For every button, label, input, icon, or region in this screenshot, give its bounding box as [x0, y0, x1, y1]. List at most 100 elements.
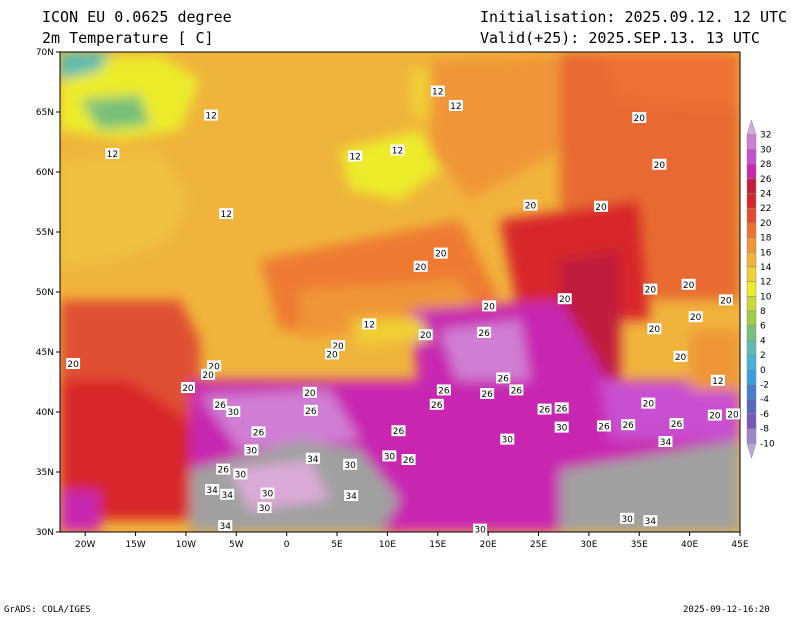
colorbar-segment — [746, 207, 757, 224]
contour-label-box — [473, 523, 488, 535]
contour-label-text: 34 — [345, 492, 357, 502]
colorbar-segment — [746, 296, 757, 312]
lat-tick-label: 60N — [36, 168, 54, 178]
contour-label-box — [325, 348, 339, 360]
colorbar-label: -8 — [760, 425, 769, 435]
contour-label: 26 — [391, 425, 406, 437]
variable-title: 2m Temperature [ C] — [42, 29, 214, 47]
contour-label-box — [413, 260, 428, 272]
contour-label-text: 20 — [595, 203, 607, 213]
lon-tick-label: 20W — [75, 540, 95, 550]
contour-label-box — [244, 444, 259, 456]
lon-tick-label: 10W — [176, 540, 196, 550]
contour-label: 26 — [429, 398, 444, 411]
contour-label: 26 — [303, 404, 318, 417]
contour-label-text: 34 — [645, 517, 657, 527]
contour-label-box — [554, 421, 569, 433]
colorbar-segment — [746, 428, 757, 444]
contour-label: 34 — [305, 452, 320, 465]
contour-label: 26 — [480, 388, 495, 400]
contour-label-text: 20 — [709, 412, 721, 422]
initialisation-time: Initialisation: 2025.09.12. 12 UTC — [480, 8, 788, 26]
contour-label-box — [303, 404, 318, 416]
contour-label-box — [348, 150, 363, 162]
contour-label: 12 — [390, 144, 405, 156]
contour-label: 26 — [509, 384, 524, 396]
contour-label-text: 26 — [431, 401, 443, 411]
contour-label-text: 20 — [634, 114, 646, 124]
colorbar-label: 2 — [760, 351, 766, 361]
contour-label-text: 30 — [621, 515, 633, 525]
contour-label-box — [509, 384, 524, 396]
lon-tick-label: 10E — [379, 540, 396, 550]
colorbar-label: 10 — [760, 292, 772, 302]
contour-label: 20 — [593, 200, 608, 213]
colorbar-segment — [746, 384, 757, 400]
contour-label-text: 20 — [559, 295, 571, 305]
contour-label: 12 — [348, 150, 363, 162]
contour-label-text: 30 — [502, 436, 514, 446]
contour-label-box — [251, 426, 266, 438]
contour-label-box — [673, 350, 688, 362]
contour-label: 34 — [658, 436, 673, 448]
lon-tick-label: 5E — [331, 540, 343, 550]
contour-label-text: 20 — [415, 263, 427, 273]
contour-label: 20 — [673, 350, 688, 363]
contour-label-box — [220, 488, 235, 500]
contour-label: 20 — [643, 283, 658, 296]
lon-tick-label: 15E — [429, 540, 446, 550]
lat-tick-label: 65N — [36, 108, 54, 118]
contour-label-text: 34 — [307, 455, 319, 465]
contour-label-text: 26 — [393, 427, 405, 437]
contour-label: 20 — [641, 397, 656, 410]
contour-label-box — [418, 329, 433, 341]
contour-label-box — [213, 398, 228, 410]
contour-label-text: 20 — [182, 384, 194, 394]
contour-label-box — [658, 436, 673, 447]
lat-tick-label: 55N — [36, 228, 54, 238]
contour-label-text: 26 — [671, 420, 683, 430]
lat-tick-label: 30N — [36, 528, 54, 538]
contour-label-box — [219, 208, 234, 219]
contour-label-text: 30 — [556, 424, 568, 434]
contour-label: 34 — [643, 515, 658, 527]
temperature-field — [60, 52, 740, 532]
lat-tick-label: 45N — [36, 348, 54, 358]
colorbar-label: 6 — [760, 322, 766, 332]
lon-tick-label: 15W — [125, 540, 145, 550]
contour-label-box — [707, 409, 722, 421]
contour-label: 20 — [523, 199, 538, 212]
contour-label: 26 — [496, 372, 511, 384]
contour-label: 20 — [725, 408, 740, 420]
contour-label: 20 — [433, 247, 448, 260]
contour-label-box — [362, 318, 377, 330]
contour-label: 20 — [302, 386, 317, 399]
contour-label-box — [105, 148, 120, 159]
valid-time: Valid(+25): 2025.SEP.13. 13 UTC — [480, 29, 760, 47]
contour-label-text: 20 — [727, 410, 739, 420]
contour-label: 30 — [257, 502, 272, 514]
contour-label-text: 20 — [483, 302, 495, 312]
contour-label-text: 20 — [675, 353, 687, 363]
contour-label-text: 30 — [262, 490, 274, 500]
contour-label-box — [718, 294, 733, 306]
contour-label-text: 34 — [660, 438, 672, 448]
contour-label: 12 — [448, 100, 463, 112]
contour-label-text: 20 — [525, 202, 537, 212]
contour-label-box — [382, 450, 397, 462]
contour-label-text: 34 — [219, 522, 231, 532]
contour-label-box — [218, 520, 233, 531]
contour-label: 26 — [477, 326, 492, 339]
contour-label: 20 — [201, 368, 216, 381]
contour-label: 30 — [554, 421, 569, 434]
contour-label-text: 30 — [384, 452, 396, 462]
contour-label-text: 20 — [435, 250, 447, 260]
contour-label-box — [500, 433, 515, 445]
contour-label-box — [537, 403, 552, 415]
colorbar-label: 30 — [760, 145, 772, 155]
contour-label: 20 — [482, 300, 497, 312]
contour-label: 20 — [707, 409, 722, 422]
contour-label-box — [597, 420, 611, 432]
contour-label: 26 — [401, 454, 416, 466]
